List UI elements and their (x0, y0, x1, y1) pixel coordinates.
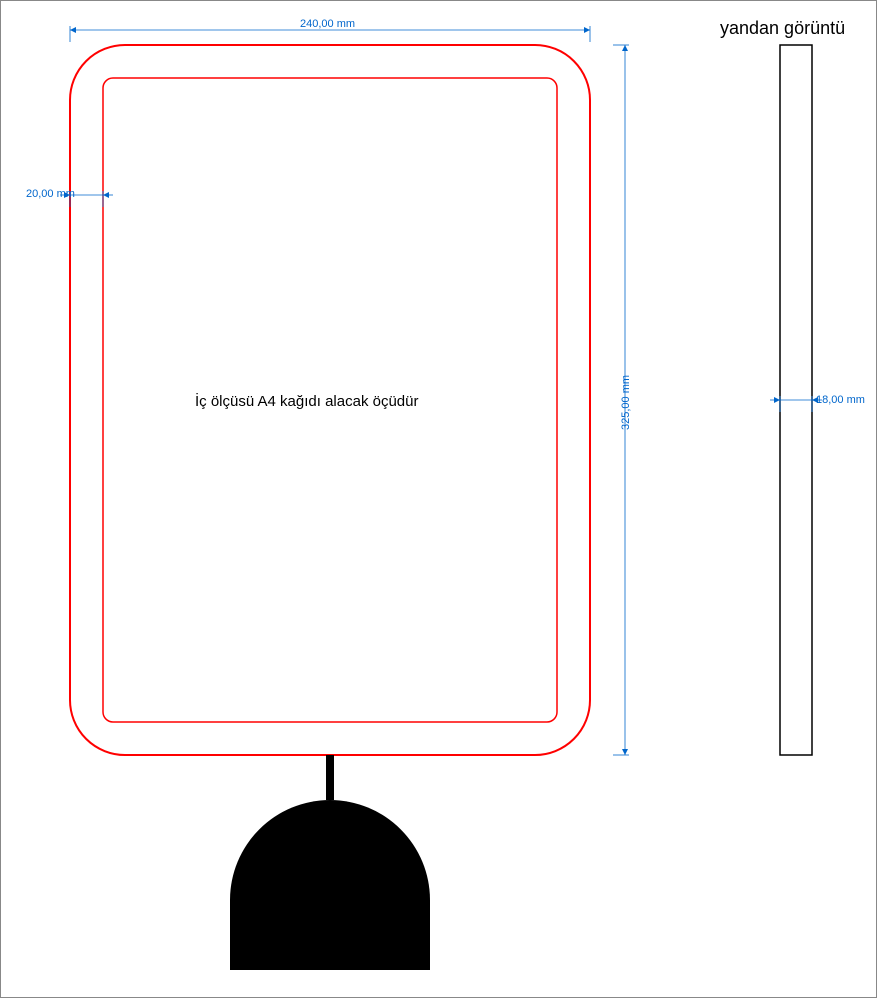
side-view-title: yandan görüntü (720, 18, 845, 39)
stand-stem (326, 755, 334, 800)
dim-label-top-width: 240,00 mm (300, 18, 355, 30)
dim-label-side-depth: 18,00 mm (816, 394, 865, 406)
stand-base (230, 800, 430, 970)
dim-label-left-margin: 20,00 mm (26, 188, 75, 200)
technical-drawing (0, 0, 879, 1000)
dim-label-right-height: 325,00 mm (620, 375, 632, 430)
inner-note: İç ölçüsü A4 kağıdı alacak öçüdür (195, 393, 418, 410)
